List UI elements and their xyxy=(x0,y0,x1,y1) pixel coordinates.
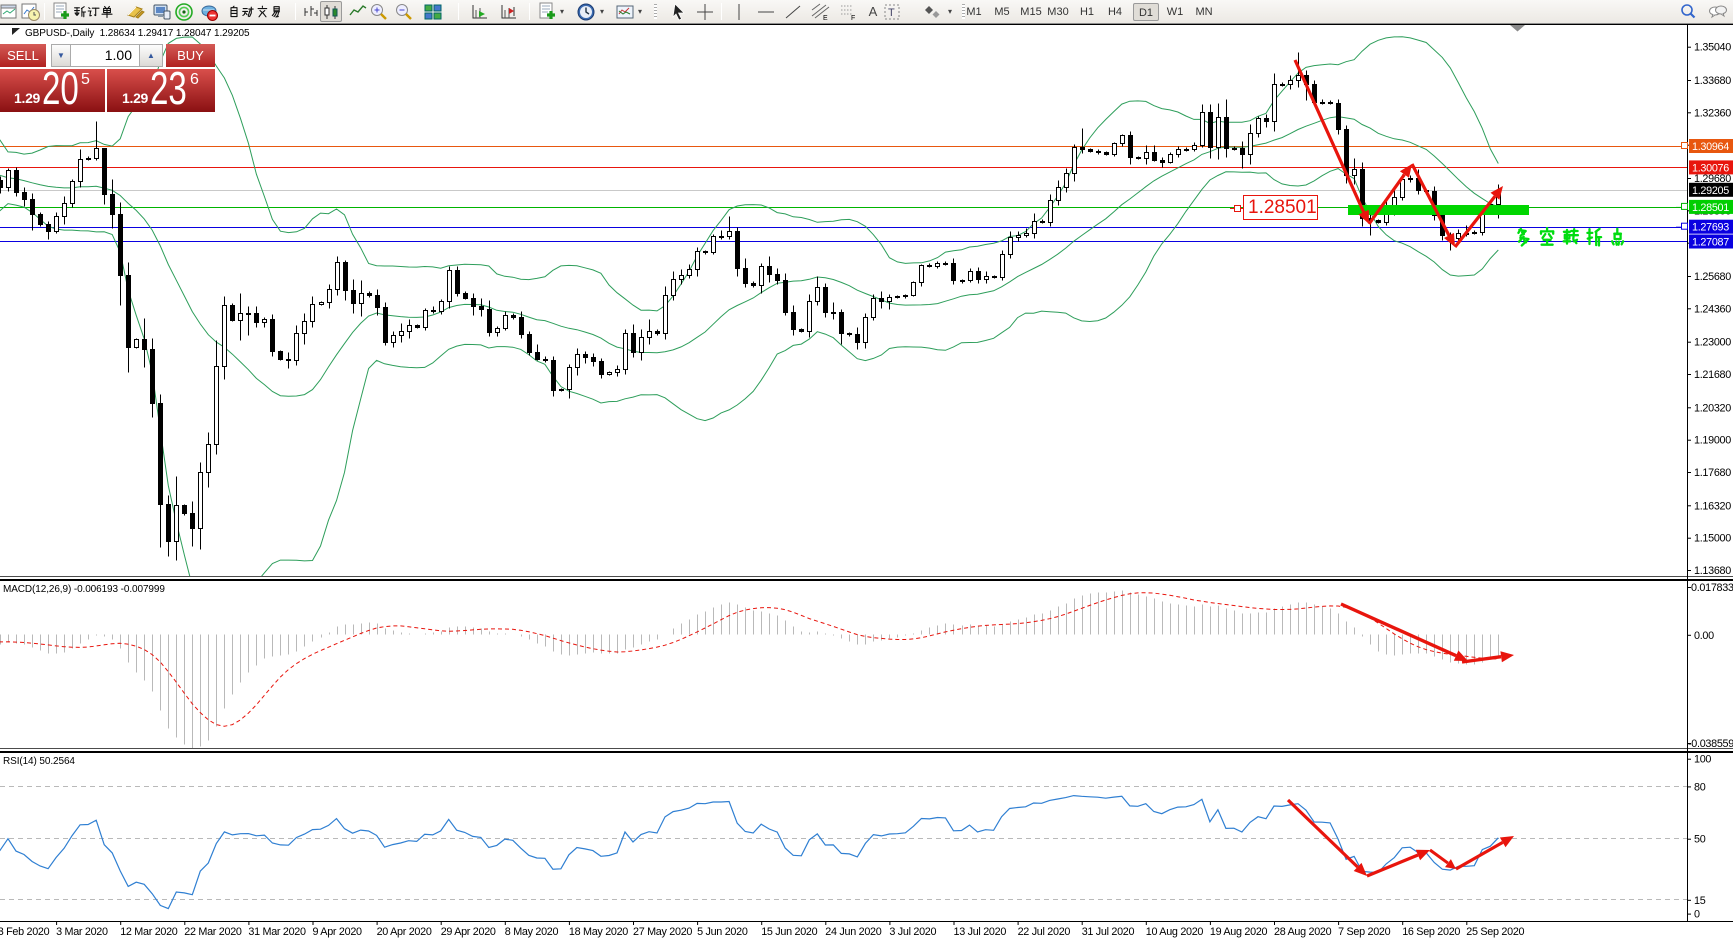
svg-text:28 Aug 2020: 28 Aug 2020 xyxy=(1274,926,1332,938)
svg-text:1.13680: 1.13680 xyxy=(1694,565,1731,577)
svg-text:0.00: 0.00 xyxy=(1694,630,1714,642)
svg-text:80: 80 xyxy=(1694,781,1706,793)
svg-text:8 May 2020: 8 May 2020 xyxy=(505,926,559,938)
svg-text:0.017833: 0.017833 xyxy=(1691,582,1733,594)
svg-text:24 Jun 2020: 24 Jun 2020 xyxy=(825,926,881,938)
svg-text:100: 100 xyxy=(1694,754,1711,766)
svg-text:31 Mar 2020: 31 Mar 2020 xyxy=(248,926,306,938)
svg-text:1.32360: 1.32360 xyxy=(1694,107,1731,119)
svg-text:15 Jun 2020: 15 Jun 2020 xyxy=(761,926,817,938)
svg-text:1.19000: 1.19000 xyxy=(1694,435,1731,447)
svg-text:1.30964: 1.30964 xyxy=(1692,141,1729,153)
svg-text:T: T xyxy=(888,7,895,19)
svg-text:1.27087: 1.27087 xyxy=(1692,237,1729,249)
svg-text:25 Sep 2020: 25 Sep 2020 xyxy=(1466,926,1524,938)
svg-text:9 Apr 2020: 9 Apr 2020 xyxy=(313,926,363,938)
svg-text:12 Mar 2020: 12 Mar 2020 xyxy=(120,926,178,938)
svg-text:1.28501: 1.28501 xyxy=(1692,202,1729,214)
svg-text:5 Jun 2020: 5 Jun 2020 xyxy=(697,926,748,938)
svg-text:1.16320: 1.16320 xyxy=(1694,500,1731,512)
svg-text:50: 50 xyxy=(1694,834,1706,846)
svg-text:E: E xyxy=(823,15,828,22)
svg-text:10 Aug 2020: 10 Aug 2020 xyxy=(1146,926,1204,938)
svg-text:13 Jul 2020: 13 Jul 2020 xyxy=(954,926,1007,938)
svg-text:16 Sep 2020: 16 Sep 2020 xyxy=(1402,926,1460,938)
svg-text:1.29680: 1.29680 xyxy=(1694,173,1731,185)
svg-text:7 Sep 2020: 7 Sep 2020 xyxy=(1338,926,1391,938)
svg-text:18 May 2020: 18 May 2020 xyxy=(569,926,628,938)
svg-text:1.24360: 1.24360 xyxy=(1694,303,1731,315)
svg-text:23 Feb 2020: 23 Feb 2020 xyxy=(0,926,50,938)
svg-text:15: 15 xyxy=(1694,895,1706,907)
svg-text:1.33680: 1.33680 xyxy=(1694,75,1731,87)
svg-text:3 Jul 2020: 3 Jul 2020 xyxy=(889,926,936,938)
svg-text:1.23000: 1.23000 xyxy=(1694,337,1731,349)
svg-text:1.35040: 1.35040 xyxy=(1694,42,1731,54)
svg-text:1.28501: 1.28501 xyxy=(1248,197,1317,218)
svg-text:0: 0 xyxy=(1694,909,1700,921)
svg-text:1.30076: 1.30076 xyxy=(1692,162,1729,174)
svg-text:1.17680: 1.17680 xyxy=(1694,467,1731,479)
svg-text:22 Jul 2020: 22 Jul 2020 xyxy=(1018,926,1071,938)
svg-text:19 Aug 2020: 19 Aug 2020 xyxy=(1210,926,1268,938)
svg-text:-0.038559: -0.038559 xyxy=(1688,738,1733,750)
svg-text:1.15000: 1.15000 xyxy=(1694,533,1731,545)
svg-text:29 Apr 2020: 29 Apr 2020 xyxy=(441,926,496,938)
svg-text:1.27693: 1.27693 xyxy=(1692,222,1729,234)
svg-text:31 Jul 2020: 31 Jul 2020 xyxy=(1082,926,1135,938)
svg-text:27 May 2020: 27 May 2020 xyxy=(633,926,692,938)
svg-text:1.21680: 1.21680 xyxy=(1694,369,1731,381)
svg-text:1.25680: 1.25680 xyxy=(1694,271,1731,283)
svg-text:1.20320: 1.20320 xyxy=(1694,402,1731,414)
svg-text:22 Mar 2020: 22 Mar 2020 xyxy=(184,926,242,938)
svg-text:F: F xyxy=(851,15,855,22)
svg-text:20 Apr 2020: 20 Apr 2020 xyxy=(377,926,432,938)
svg-text:1.29205: 1.29205 xyxy=(1692,185,1729,197)
svg-text:3 Mar 2020: 3 Mar 2020 xyxy=(56,926,108,938)
